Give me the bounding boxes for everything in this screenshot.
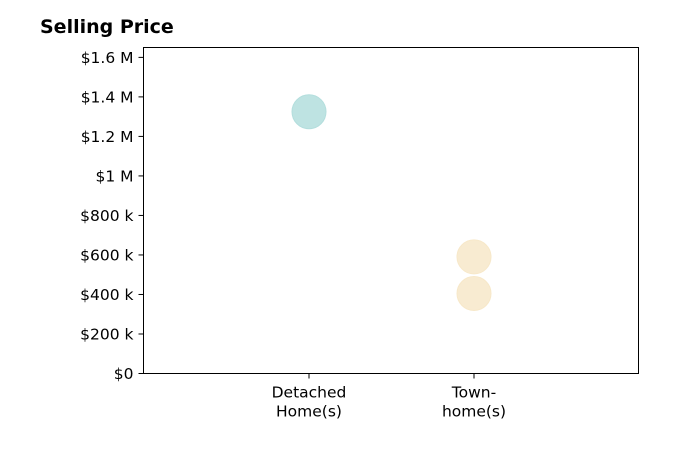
plot-area-frame — [143, 47, 639, 374]
y-tick-label: $600 k — [80, 246, 133, 264]
data-points — [291, 94, 492, 311]
data-point — [291, 94, 327, 130]
y-tick-label: $400 k — [80, 286, 133, 304]
y-tick-label: $200 k — [80, 325, 133, 343]
y-tick-label: $1.4 M — [81, 88, 134, 106]
y-tick-label: $1.2 M — [81, 128, 134, 146]
x-axis: Detached Home(s) Town-home(s) — [272, 373, 506, 421]
x-tick-label: Town-home(s) — [442, 384, 506, 421]
chart-title: Selling Price — [40, 16, 174, 38]
x-tick-label: Detached Home(s) — [272, 384, 347, 421]
y-tick-label: $800 k — [80, 207, 133, 225]
y-tick-label: $1 M — [95, 167, 133, 185]
data-point — [456, 275, 492, 311]
data-point — [456, 239, 492, 275]
y-tick-label: $1.6 M — [81, 49, 134, 67]
y-tick-label: $0 — [114, 365, 134, 383]
y-axis: $0 $200 k $400 k $600 k $800 k $1 M $1.2 M $1.4… — [80, 49, 144, 383]
